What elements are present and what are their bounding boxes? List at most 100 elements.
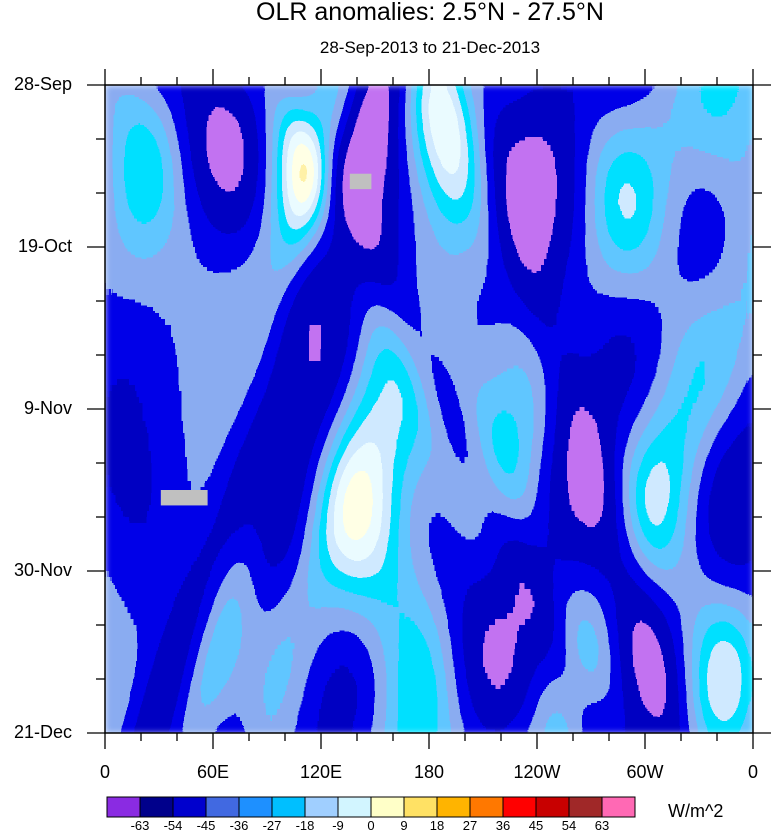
anomaly-cell bbox=[411, 157, 418, 164]
anomaly-cell bbox=[447, 139, 454, 146]
anomaly-cell bbox=[123, 85, 130, 92]
anomaly-cell bbox=[513, 211, 520, 218]
anomaly-cell bbox=[495, 127, 502, 134]
anomaly-cell bbox=[327, 169, 334, 176]
anomaly-cell bbox=[501, 229, 508, 236]
anomaly-cell bbox=[453, 325, 460, 332]
anomaly-cell bbox=[315, 121, 322, 128]
anomaly-cell bbox=[255, 163, 262, 170]
anomaly-cell bbox=[447, 193, 454, 200]
anomaly-cell bbox=[477, 127, 484, 134]
anomaly-cell bbox=[669, 157, 676, 164]
anomaly-cell bbox=[369, 193, 376, 200]
anomaly-cell bbox=[495, 325, 502, 332]
anomaly-cell bbox=[339, 139, 346, 146]
anomaly-cell bbox=[165, 157, 172, 164]
anomaly-cell bbox=[195, 337, 202, 344]
anomaly-cell bbox=[303, 295, 310, 302]
anomaly-cell bbox=[177, 211, 184, 218]
anomaly-cell bbox=[105, 235, 112, 242]
anomaly-cell bbox=[417, 223, 424, 230]
anomaly-cell bbox=[195, 271, 202, 278]
anomaly-cell bbox=[357, 151, 364, 158]
anomaly-cell bbox=[525, 145, 532, 152]
anomaly-cell bbox=[651, 187, 658, 194]
anomaly-cell bbox=[741, 169, 748, 176]
anomaly-cell bbox=[447, 301, 454, 308]
anomaly-cell bbox=[423, 115, 430, 122]
anomaly-cell bbox=[537, 145, 544, 152]
anomaly-cell bbox=[567, 109, 574, 116]
anomaly-cell bbox=[315, 349, 322, 356]
anomaly-cell bbox=[429, 277, 436, 284]
anomaly-cell bbox=[735, 295, 742, 302]
anomaly-cell bbox=[447, 211, 454, 218]
anomaly-cell bbox=[351, 97, 358, 104]
anomaly-cell bbox=[735, 97, 742, 104]
anomaly-cell bbox=[411, 265, 418, 272]
anomaly-cell bbox=[705, 169, 712, 176]
anomaly-cell bbox=[369, 337, 376, 344]
anomaly-cell bbox=[231, 277, 238, 284]
anomaly-cell bbox=[495, 205, 502, 212]
anomaly-cell bbox=[171, 277, 178, 284]
anomaly-cell bbox=[531, 193, 538, 200]
anomaly-cell bbox=[225, 139, 232, 146]
anomaly-cell bbox=[213, 163, 220, 170]
anomaly-cell bbox=[381, 91, 388, 98]
anomaly-cell bbox=[153, 157, 160, 164]
anomaly-cell bbox=[165, 133, 172, 140]
anomaly-cell bbox=[597, 115, 604, 122]
anomaly-cell bbox=[555, 133, 562, 140]
anomaly-cell bbox=[519, 241, 526, 248]
anomaly-cell bbox=[663, 355, 670, 362]
anomaly-cell bbox=[183, 343, 190, 350]
anomaly-cell bbox=[117, 223, 124, 230]
anomaly-cell bbox=[657, 205, 664, 212]
anomaly-cell bbox=[363, 199, 370, 206]
anomaly-cell bbox=[219, 187, 226, 194]
anomaly-cell bbox=[393, 175, 400, 182]
anomaly-cell bbox=[171, 343, 178, 350]
anomaly-cell bbox=[723, 265, 730, 272]
anomaly-cell bbox=[501, 85, 508, 92]
anomaly-cell bbox=[591, 145, 598, 152]
anomaly-cell bbox=[597, 229, 604, 236]
anomaly-cell bbox=[459, 163, 466, 170]
anomaly-cell bbox=[729, 271, 736, 278]
anomaly-cell bbox=[159, 175, 166, 182]
anomaly-cell bbox=[399, 115, 406, 122]
anomaly-cell bbox=[429, 151, 436, 158]
anomaly-cell bbox=[459, 205, 466, 212]
anomaly-cell bbox=[609, 217, 616, 224]
anomaly-cell bbox=[495, 145, 502, 152]
anomaly-cell bbox=[429, 223, 436, 230]
anomaly-cell bbox=[201, 103, 208, 110]
anomaly-cell bbox=[495, 103, 502, 110]
anomaly-cell bbox=[543, 181, 550, 188]
anomaly-cell bbox=[507, 145, 514, 152]
anomaly-cell bbox=[693, 97, 700, 104]
anomaly-cell bbox=[675, 283, 682, 290]
anomaly-cell bbox=[699, 91, 706, 98]
anomaly-cell bbox=[531, 205, 538, 212]
anomaly-cell bbox=[561, 199, 568, 206]
anomaly-cell bbox=[651, 277, 658, 284]
anomaly-cell bbox=[171, 247, 178, 254]
anomaly-cell bbox=[363, 337, 370, 344]
anomaly-cell bbox=[609, 121, 616, 128]
anomaly-cell bbox=[117, 187, 124, 194]
anomaly-cell bbox=[537, 151, 544, 158]
anomaly-cell bbox=[117, 217, 124, 224]
anomaly-cell bbox=[471, 145, 478, 152]
anomaly-cell bbox=[399, 163, 406, 170]
anomaly-cell bbox=[531, 325, 538, 332]
anomaly-cell bbox=[597, 289, 604, 296]
anomaly-cell bbox=[483, 265, 490, 272]
anomaly-cell bbox=[285, 223, 292, 230]
anomaly-cell bbox=[447, 247, 454, 254]
anomaly-cell bbox=[261, 97, 268, 104]
anomaly-cell bbox=[327, 223, 334, 230]
anomaly-cell bbox=[681, 265, 688, 272]
anomaly-cell bbox=[537, 319, 544, 326]
